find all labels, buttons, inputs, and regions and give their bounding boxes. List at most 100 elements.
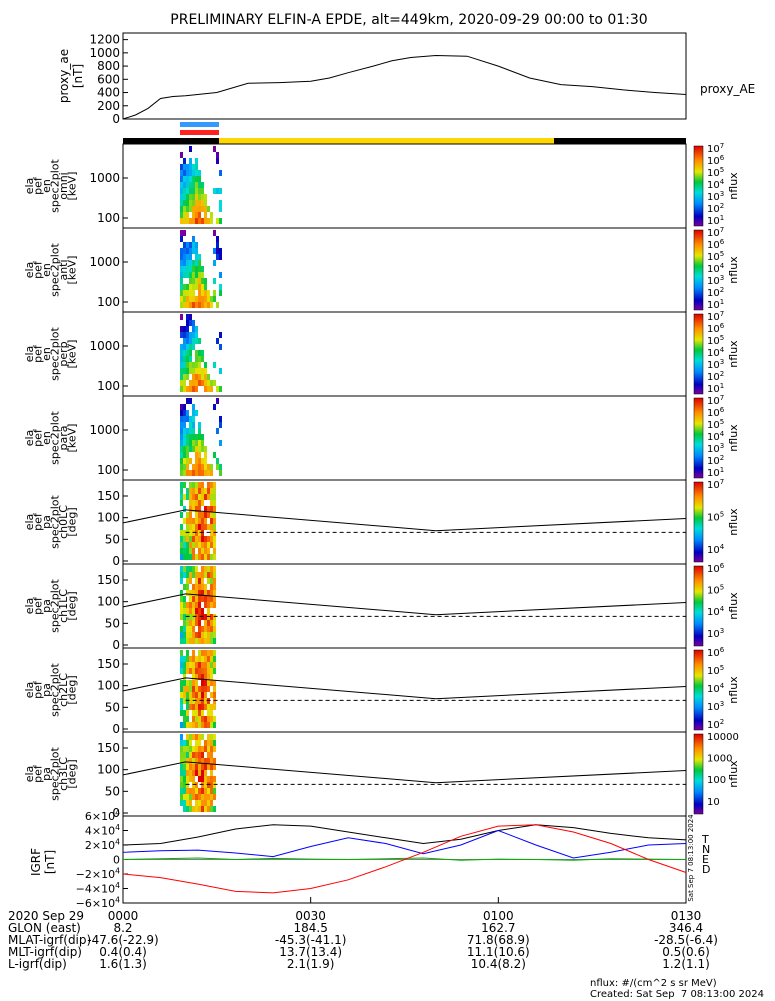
heatmap-cell [183,608,186,614]
heatmap-cell [183,674,186,680]
panel-ylabel: spec2plot [49,411,62,465]
heatmap-cell [198,542,201,548]
heatmap-cell [186,266,189,272]
heatmap-cell [210,488,213,494]
heatmap-cell [192,626,195,632]
heatmap-cell [204,470,207,476]
heatmap-cell [180,656,183,662]
heatmap-cell [186,200,189,206]
panel-frame [122,143,687,229]
heatmap-cell [210,650,213,656]
heatmap-cell [186,176,189,182]
heatmap-cell [201,788,204,794]
heatmap-cell [189,218,192,224]
x-tick-label: 0000 [108,909,139,923]
heatmap-cell [186,248,189,254]
heatmap-cell [198,548,201,554]
heatmap-cell [195,182,198,188]
panel-ylabel: pef [32,344,45,363]
heatmap-cell [186,794,189,800]
heatmap-cell [195,596,198,602]
heatmap-cell [198,428,201,434]
heatmap-cell [189,758,192,764]
heatmap-cell [189,764,192,770]
heatmap-cell [183,692,186,698]
heatmap-cell [183,638,186,644]
heatmap-cell [213,806,216,812]
heatmap-cell [180,680,183,686]
heatmap-cell [189,278,192,284]
heatmap-cell [180,788,183,794]
heatmap-cell [186,800,189,806]
heatmap-cell [201,554,204,560]
heatmap-cell [192,722,195,728]
panel-ytick-label: 1000 [89,423,120,437]
heatmap-cell [183,344,186,350]
heatmap-cell [192,704,195,710]
ae-series-line [122,54,687,120]
heatmap-cell [189,248,192,254]
heatmap-cell [192,188,195,194]
heatmap-cell [201,614,204,620]
heatmap-cell [189,638,192,644]
heatmap-cell [201,650,204,656]
heatmap-cell [195,704,198,710]
heatmap-cell [207,554,210,560]
heatmap-cell [192,428,195,434]
heatmap-cell [195,740,198,746]
heatmap-cell [195,296,198,302]
heatmap-cell [204,380,207,386]
x-row-value: 346.4 [669,921,703,935]
heatmap-cell [189,704,192,710]
heatmap-cell [213,452,216,458]
ae-ytick-label: 200 [97,99,120,113]
heatmap-cell [201,458,204,464]
loss-cone-line [122,761,687,784]
heatmap-cell [204,584,207,590]
heatmap-cell [207,524,210,530]
colorbar-tick-label: 105 [707,584,724,597]
heatmap-cell [186,554,189,560]
heatmap-cell [204,698,207,704]
heatmap-cell [204,554,207,560]
heatmap-cell [195,248,198,254]
heatmap-cell [207,704,210,710]
heatmap-cell [180,176,183,182]
heatmap-cell [189,788,192,794]
heatmap-cell [198,674,201,680]
heatmap-cell [195,572,198,578]
heatmap-cell [183,338,186,344]
heatmap-cell [180,488,183,494]
heatmap-cell [189,158,192,164]
heatmap-cell [195,512,198,518]
panel-ylabel: pa [40,515,53,529]
heatmap-cell [204,626,207,632]
heatmap-cell [192,212,195,218]
heatmap-cell [192,542,195,548]
panel-ylabel: [keV] [66,172,79,201]
heatmap-cell [183,800,186,806]
heatmap-cell [213,596,216,602]
panel-ytick-label: 1000 [89,171,120,185]
heatmap-cell [180,470,183,476]
heatmap-cell [195,602,198,608]
heatmap-cell [204,194,207,200]
heatmap-cell [210,590,213,596]
heatmap-cell [216,398,219,404]
heatmap-cell [189,296,192,302]
heatmap-cell [186,410,189,416]
heatmap-cell [204,200,207,206]
heatmap-cell [183,782,186,788]
heatmap-cell [198,506,201,512]
panel-ylabel: spec2plot [49,747,62,801]
panel-ytick-label: 0 [112,806,120,820]
heatmap-cell [180,578,183,584]
heatmap-cell [186,566,189,572]
panel-ylabel: pa [40,683,53,697]
heatmap-cell [186,626,189,632]
heatmap-cell [201,278,204,284]
heatmap-cell [186,608,189,614]
panel-ylabel: spec2plot [49,495,62,549]
heatmap-cell [210,602,213,608]
panel-ytick-label: 50 [105,700,120,714]
